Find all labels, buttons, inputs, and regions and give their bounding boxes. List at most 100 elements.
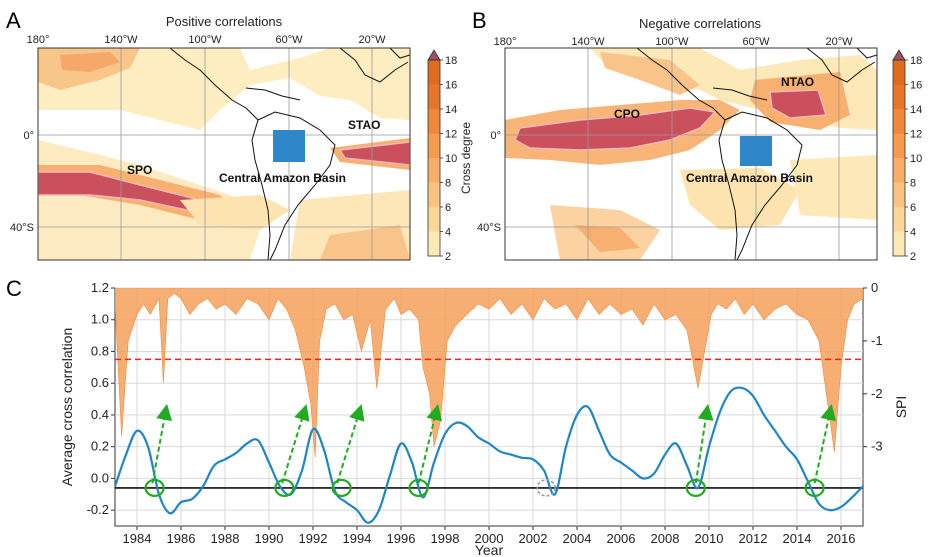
colorbar-extend bbox=[892, 49, 906, 61]
colorbar-segment bbox=[428, 84, 440, 109]
colorbar-a-label: Cross degree bbox=[459, 122, 473, 194]
lon-tick: 180° bbox=[494, 36, 517, 48]
colorbar-segment bbox=[428, 158, 440, 183]
colorbar-tick: 10 bbox=[910, 153, 922, 165]
event-marker bbox=[144, 478, 165, 498]
event-marker bbox=[685, 478, 706, 498]
colorbar-tick: 2 bbox=[910, 251, 916, 263]
arrows bbox=[151, 403, 837, 484]
y-axis-label: Average cross correlation bbox=[59, 328, 75, 486]
x-tick-label: 2012 bbox=[739, 531, 768, 546]
colorbar-segment bbox=[893, 231, 905, 256]
region-label-ntao: NTAO bbox=[781, 75, 814, 89]
x-tick-label: 1992 bbox=[299, 531, 328, 546]
event-arrow bbox=[813, 403, 837, 484]
lon-tick: 20°W bbox=[358, 34, 386, 46]
colorbar-tick: 8 bbox=[910, 178, 916, 190]
x-tick-label: 1996 bbox=[387, 531, 416, 546]
event-marker bbox=[804, 478, 825, 498]
lat-tick: 0° bbox=[23, 130, 34, 142]
colorbar-segment bbox=[893, 182, 905, 207]
colorbar-tick: 6 bbox=[910, 202, 916, 214]
x-tick-label: 2010 bbox=[695, 531, 724, 546]
panel-a-map bbox=[38, 48, 410, 260]
panel-c-letter: C bbox=[6, 276, 22, 301]
region-label-spo: SPO bbox=[127, 163, 152, 177]
panel-a: A Positive correlations 180° 140°W 100°W… bbox=[6, 8, 411, 261]
colorbar-segment bbox=[428, 207, 440, 232]
panel-b-map bbox=[505, 48, 877, 260]
colorbar-tick: 6 bbox=[445, 202, 451, 214]
colorbar-segment bbox=[893, 158, 905, 183]
x-tick-label: 1986 bbox=[167, 531, 196, 546]
colorbar-tick: 12 bbox=[910, 129, 922, 141]
y2-tick-labels: 0 -1 -2 -3 bbox=[863, 280, 883, 454]
lon-tick: 140°W bbox=[104, 34, 138, 46]
panel-b-lat-ticks: 0° 40°S bbox=[477, 130, 501, 234]
event-marker bbox=[408, 478, 429, 498]
colorbar-extend bbox=[427, 49, 441, 61]
lon-tick: 100°W bbox=[655, 36, 689, 48]
x-tick-label: 2002 bbox=[519, 531, 548, 546]
colorbar-tick: 10 bbox=[445, 153, 457, 165]
lon-tick: 180° bbox=[27, 34, 50, 46]
basin-marker bbox=[273, 130, 305, 162]
colorbar-tick: 16 bbox=[445, 80, 457, 92]
lat-tick: 0° bbox=[490, 130, 501, 142]
colorbar-segment bbox=[893, 60, 905, 85]
colorbar-tick: 14 bbox=[445, 104, 457, 116]
y2-tick-label: -1 bbox=[871, 333, 883, 348]
event-marker bbox=[274, 478, 295, 498]
lon-tick: 20°W bbox=[825, 36, 853, 48]
spi-area bbox=[115, 288, 863, 458]
y-tick-label: 0.0 bbox=[91, 470, 109, 485]
y2-axis-label: SPI bbox=[893, 396, 909, 419]
event-arrow bbox=[151, 403, 173, 484]
colorbar-tick: 8 bbox=[445, 178, 451, 190]
event-arrow bbox=[281, 404, 310, 484]
x-tick-label: 2004 bbox=[563, 531, 592, 546]
x-tick-label: 1988 bbox=[211, 531, 240, 546]
spi-series bbox=[115, 288, 863, 458]
colorbar-b: 2 4 6 8 10 12 14 16 18 bbox=[892, 49, 922, 263]
y2-tick-label: -3 bbox=[871, 439, 883, 454]
colorbar-tick: 4 bbox=[910, 227, 916, 239]
lat-tick: 40°S bbox=[10, 222, 34, 234]
x-tick-label: 1994 bbox=[343, 531, 372, 546]
colorbar-a: 2 4 6 8 10 12 14 16 18 Cross degree bbox=[427, 49, 473, 263]
colorbar-tick: 18 bbox=[910, 55, 922, 67]
event-arrow bbox=[417, 403, 443, 484]
x-tick-label: 1998 bbox=[431, 531, 460, 546]
x-tick-label: 1990 bbox=[255, 531, 284, 546]
panel-c: C 1984 1986 1988 1990 1992 1994 1996 1998 2000 20… bbox=[6, 276, 909, 557]
x-tick-labels: 1984 1986 1988 1990 1992 1994 1996 1998 2000 2002… bbox=[123, 526, 856, 546]
region-label-stao: STAO bbox=[348, 118, 380, 132]
x-tick-label: 2016 bbox=[827, 531, 856, 546]
y-tick-label: 0.4 bbox=[91, 407, 109, 422]
basin-marker bbox=[740, 136, 772, 166]
y-tick-label: -0.2 bbox=[87, 502, 109, 517]
x-tick-label: 2006 bbox=[607, 531, 636, 546]
event-marker-uncertain bbox=[536, 479, 556, 497]
region-label-basin: Central Amazon Basin bbox=[686, 171, 813, 185]
y-tick-label: 0.2 bbox=[91, 439, 109, 454]
y-tick-label: 1.0 bbox=[91, 312, 109, 327]
colorbar-tick: 12 bbox=[445, 129, 457, 141]
colorbar-segment bbox=[428, 60, 440, 85]
markers bbox=[144, 478, 825, 498]
colorbar-segment bbox=[893, 84, 905, 109]
y2-tick-label: -2 bbox=[871, 386, 883, 401]
x-tick-label: 2014 bbox=[783, 531, 812, 546]
y-tick-label: 0.6 bbox=[91, 375, 109, 390]
colorbar-tick: 16 bbox=[910, 80, 922, 92]
x-tick-label: 2000 bbox=[475, 531, 504, 546]
panel-b-title: Negative correlations bbox=[639, 16, 762, 31]
y2-tick-label: 0 bbox=[871, 280, 878, 295]
panel-b-lon-ticks: 180° 140°W 100°W 60°W 20°W bbox=[494, 36, 854, 48]
y-tick-labels: -0.2 0.0 0.2 0.4 0.6 0.8 1.0 1.2 bbox=[87, 280, 115, 517]
x-axis-label: Year bbox=[475, 542, 504, 557]
colorbar-tick: 14 bbox=[910, 104, 922, 116]
panel-a-letter: A bbox=[6, 8, 21, 33]
lon-tick: 60°W bbox=[275, 34, 303, 46]
lon-tick: 60°W bbox=[742, 36, 770, 48]
